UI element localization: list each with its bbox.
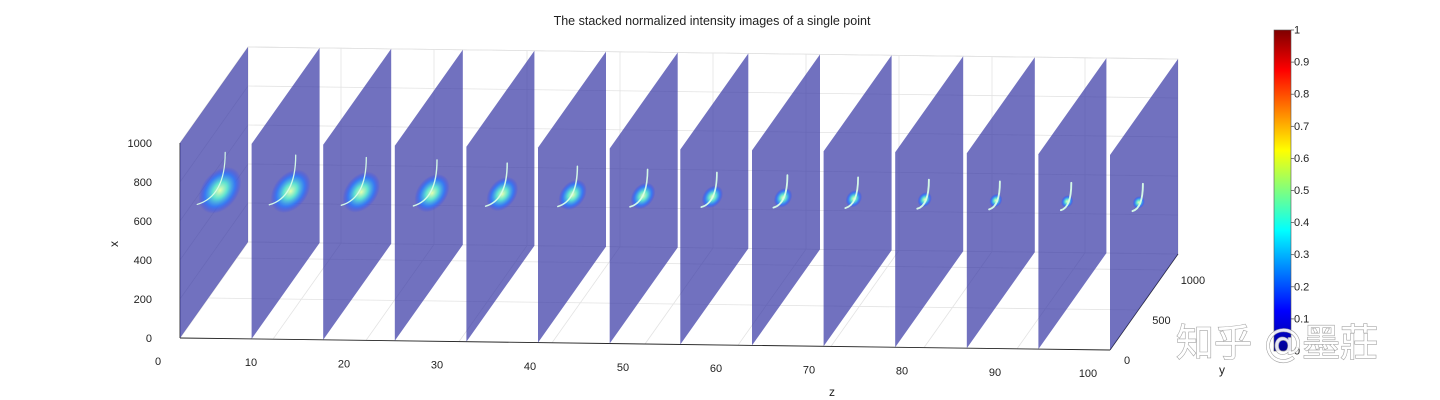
spot-arc bbox=[629, 168, 649, 208]
z-tick-label: 90 bbox=[989, 367, 1001, 379]
slice bbox=[394, 49, 463, 341]
intensity-spot bbox=[340, 156, 381, 213]
intensity-spot bbox=[268, 154, 311, 213]
x-axis-label: x bbox=[107, 241, 121, 247]
colorbar-tick-label: 0.5 bbox=[1294, 185, 1309, 197]
spot-arc bbox=[1131, 182, 1144, 213]
slice bbox=[251, 47, 320, 339]
chart-title: The stacked normalized intensity images … bbox=[554, 14, 871, 28]
slice bbox=[466, 50, 535, 342]
x-tick-label: 800 bbox=[134, 177, 152, 189]
x-tick-label: 600 bbox=[134, 216, 152, 228]
colorbar-tick-label: 0.9 bbox=[1294, 57, 1309, 69]
z-tick-label: 0 bbox=[155, 356, 161, 368]
slice bbox=[752, 54, 820, 346]
slice bbox=[323, 48, 392, 340]
slice bbox=[1110, 59, 1178, 350]
z-axis-line bbox=[179, 337, 1111, 351]
x-tick-label: 400 bbox=[134, 255, 152, 267]
colorbar-tick-label: 0.2 bbox=[1294, 281, 1309, 293]
intensity-spot bbox=[196, 151, 242, 214]
spot-arc bbox=[916, 178, 930, 210]
spot-glow bbox=[414, 173, 450, 213]
spot-glow bbox=[270, 169, 311, 213]
intensity-spot bbox=[629, 168, 656, 210]
colorbar-gradient bbox=[1273, 29, 1292, 352]
y-tick-label: 1000 bbox=[1181, 275, 1205, 287]
z-tick-label: 10 bbox=[245, 357, 257, 369]
spot-glow bbox=[845, 190, 863, 208]
intensity-spot bbox=[700, 171, 723, 209]
slice bbox=[823, 55, 892, 347]
tick-labels: 0 10 20 30 40 50 60 70 80 90 100050010000200400600… bbox=[128, 138, 1206, 380]
colorbar-tick-label: 1 bbox=[1294, 25, 1300, 37]
spot-arc bbox=[844, 176, 859, 209]
x-tick-label: 1000 bbox=[128, 138, 152, 150]
colorbar-tick-label: 0.6 bbox=[1294, 153, 1309, 165]
intensity-spot bbox=[988, 180, 1003, 211]
slice bbox=[538, 51, 606, 343]
intensity-spot bbox=[557, 165, 587, 211]
z-tick-label: 30 bbox=[431, 360, 443, 372]
z-axis-label: z bbox=[829, 385, 835, 399]
slice bbox=[895, 56, 964, 348]
colorbar: 0 0.1 0.2 0.3 0.4 0.5 0.6 0.7 0.8 0.9 1 bbox=[1273, 25, 1309, 358]
spot-glow bbox=[342, 171, 381, 213]
slices-layer bbox=[180, 47, 1178, 350]
spot-arc bbox=[988, 180, 1001, 211]
slice bbox=[180, 47, 248, 338]
x-tick-label: 0 bbox=[146, 333, 152, 345]
y-axis-label: y bbox=[1219, 363, 1225, 377]
slice bbox=[680, 53, 749, 345]
z-tick-label: 50 bbox=[617, 362, 629, 374]
colorbar-tick-label: 0.3 bbox=[1294, 249, 1309, 261]
y-tick-label: 0 bbox=[1124, 355, 1130, 367]
spot-arc bbox=[772, 174, 789, 209]
intensity-spot bbox=[772, 174, 793, 209]
spot-arc bbox=[700, 171, 718, 208]
colorbar-tick-label: 0.7 bbox=[1294, 121, 1309, 133]
colorbar-tick-label: 0.1 bbox=[1294, 313, 1309, 325]
spot-arc bbox=[268, 154, 297, 206]
z-tick-label: 60 bbox=[710, 363, 722, 375]
spot-arc bbox=[484, 162, 508, 207]
intensity-spot bbox=[844, 176, 863, 209]
colorbar-tick-label: 0 bbox=[1294, 346, 1300, 358]
slice bbox=[1038, 58, 1107, 350]
spot-arc bbox=[196, 151, 226, 205]
intensity-spot bbox=[1059, 181, 1074, 212]
intensity-spot bbox=[1131, 182, 1145, 213]
z-tick-label: 100 bbox=[1079, 368, 1097, 380]
spot-glow bbox=[198, 166, 242, 214]
x-tick-label: 200 bbox=[134, 294, 152, 306]
z-tick-label: 20 bbox=[338, 358, 350, 370]
colorbar-tick-label: 0.8 bbox=[1294, 89, 1309, 101]
intensity-spot bbox=[484, 162, 519, 212]
spot-arc bbox=[340, 156, 367, 206]
slice bbox=[609, 52, 678, 344]
slice bbox=[966, 57, 1035, 349]
spot-arc bbox=[412, 159, 438, 207]
intensity-spot bbox=[916, 178, 932, 210]
watermark: 知乎 @墨莊 bbox=[1176, 321, 1378, 365]
z-tick-label: 70 bbox=[803, 364, 815, 376]
spot-arc bbox=[1059, 181, 1073, 212]
y-tick-label: 500 bbox=[1152, 315, 1170, 327]
z-tick-label: 40 bbox=[524, 361, 536, 373]
intensity-spot bbox=[412, 159, 450, 213]
spot-arc bbox=[557, 165, 579, 208]
colorbar-tick-label: 0.4 bbox=[1294, 217, 1309, 229]
z-tick-label: 80 bbox=[896, 366, 908, 378]
